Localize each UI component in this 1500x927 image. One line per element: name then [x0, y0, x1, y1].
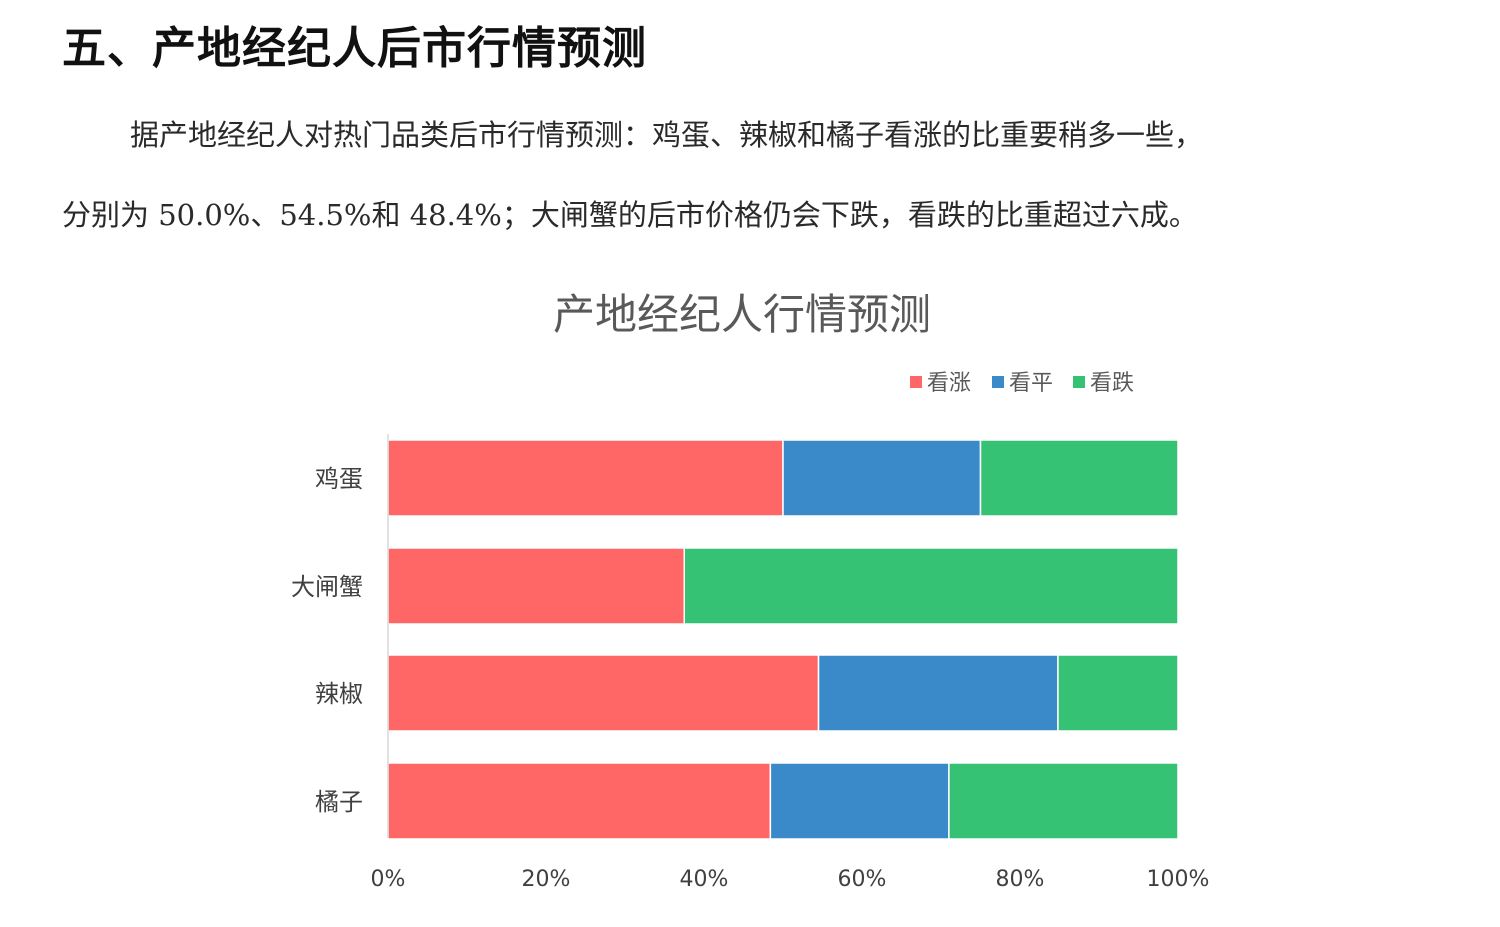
legend-label: 看涨: [927, 371, 971, 396]
legend-label: 看平: [1009, 371, 1053, 396]
chart-bars: [387, 439, 1179, 840]
bar-segment-1-cat-1: [387, 439, 784, 517]
legend-label: 看跌: [1090, 371, 1134, 396]
section-heading: 五、产地经纪人后市行情预测: [62, 23, 647, 74]
bar-segment-3-cat-1: [979, 439, 1179, 517]
x-tick-label: 20%: [522, 867, 571, 892]
x-tick-label: 40%: [680, 867, 729, 892]
paragraph-line-1: 据产地经纪人对热门品类后市行情预测：鸡蛋、辣椒和橘子看涨的比重要稍多一些，: [130, 118, 1204, 152]
chart-legend: 看涨 看平 看跌: [910, 371, 1134, 396]
legend-swatch: [910, 376, 922, 388]
category-label: 鸡蛋: [315, 465, 363, 493]
bar-segment-3-cat-2: [683, 547, 1179, 625]
bar-segment-3-cat-3: [1057, 654, 1179, 732]
bar-segment-1-cat-3: [387, 654, 820, 732]
legend-swatch: [1073, 376, 1085, 388]
chart-x-ticks: 0% 20% 40% 60% 80% 100%: [371, 867, 1210, 892]
x-tick-label: 100%: [1147, 867, 1210, 892]
bar-segment-2-cat-1: [782, 439, 982, 517]
paragraph-line-2: 分别为 50.0%、54.5%和 48.4%；大闸蟹的后市价格仍会下跌，看跌的比…: [62, 198, 1198, 232]
bar-segment-2-cat-4: [769, 762, 950, 840]
bar-segment-2-cat-3: [817, 654, 1059, 732]
x-tick-label: 80%: [996, 867, 1045, 892]
x-tick-label: 0%: [371, 867, 406, 892]
category-label: 橘子: [315, 788, 363, 816]
x-tick-label: 60%: [838, 867, 887, 892]
category-label: 辣椒: [315, 680, 363, 708]
legend-swatch: [992, 376, 1004, 388]
chart-title: 产地经纪人行情预测: [553, 290, 931, 339]
bar-segment-1-cat-2: [387, 547, 685, 625]
bar-segment-1-cat-4: [387, 762, 772, 840]
category-label: 大闸蟹: [291, 573, 363, 601]
bar-segment-3-cat-4: [948, 762, 1179, 840]
